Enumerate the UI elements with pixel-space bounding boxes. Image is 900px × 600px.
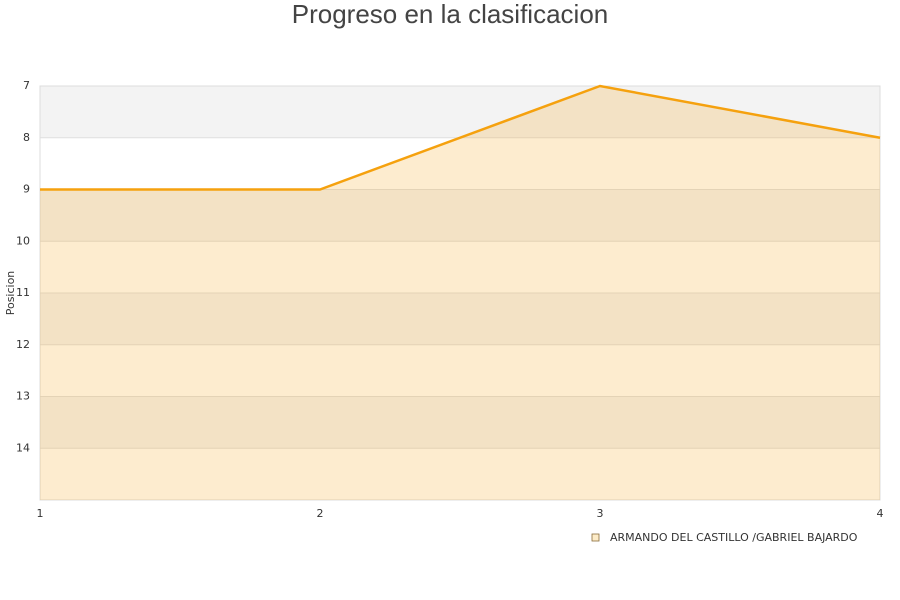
y-axis-label: Posicion (4, 271, 17, 316)
line (40, 84, 881, 191)
y-tick-label: 12 (16, 338, 30, 351)
y-tick-label: 13 (16, 390, 30, 403)
grid-band (40, 137, 880, 190)
x-tick-label: 4 (877, 507, 884, 520)
legend-label: ARMANDO DEL CASTILLO /GABRIEL BAJARDO (610, 531, 858, 544)
grid-band (40, 241, 880, 293)
y-tick-label: 7 (23, 79, 30, 92)
y-tick-label: 9 (23, 183, 30, 196)
y-tick-label: 14 (16, 441, 30, 454)
plot-border (39, 85, 881, 501)
y-tick-label: 11 (16, 286, 30, 299)
y-tick-label: 10 (16, 234, 30, 247)
x-tick-label: 3 (597, 507, 604, 520)
legend-swatch (591, 533, 600, 542)
grid-band (40, 448, 880, 500)
x-tick-label: 2 (317, 507, 324, 520)
grid-band (40, 189, 880, 242)
grid-band (40, 396, 880, 449)
grid-band (40, 293, 880, 345)
grid-band (40, 344, 880, 397)
chart-title: Progreso en la clasificacion (292, 0, 609, 29)
x-tick-label: 1 (37, 507, 44, 520)
y-tick-label: 8 (23, 131, 30, 144)
